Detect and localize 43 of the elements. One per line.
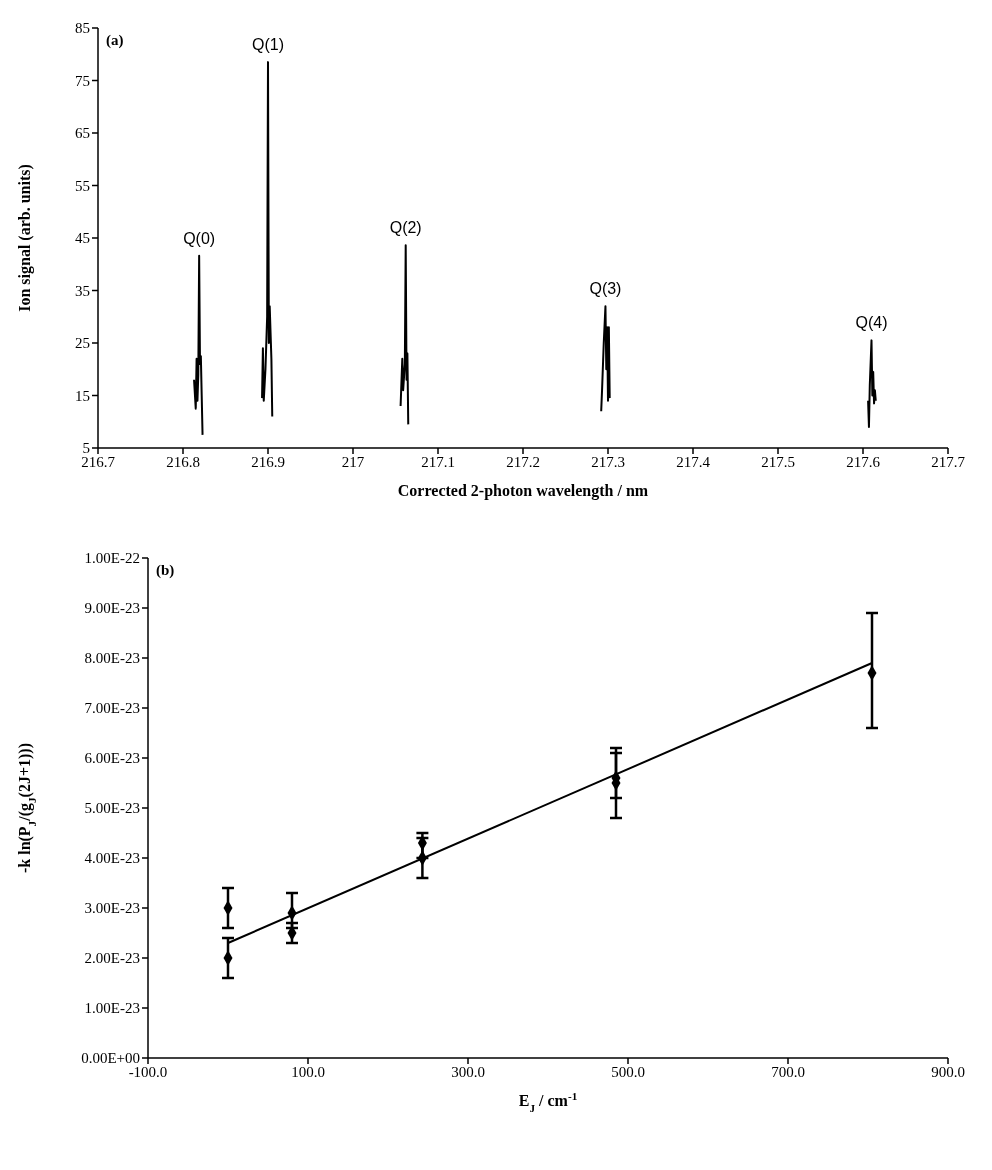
annotation: Q(4) xyxy=(855,314,888,332)
x-tick-label: 217 xyxy=(341,453,365,470)
y-tick-label: 5.00E-23 xyxy=(84,800,140,817)
y-tick-label: 75 xyxy=(75,72,90,89)
x-tick-label: 216.8 xyxy=(166,453,200,470)
x-tick-label: 217.5 xyxy=(761,453,795,470)
x-tick-label: 217.2 xyxy=(506,453,540,470)
x-tick-label: 217.1 xyxy=(421,453,455,470)
x-axis-title: Corrected 2-photon wavelength / nm xyxy=(397,482,649,500)
x-tick-label: 217.6 xyxy=(846,453,881,470)
y-tick-label: 15 xyxy=(75,387,90,404)
annotation: Q(2) xyxy=(389,219,422,237)
x-tick-label: 216.9 xyxy=(251,453,285,470)
y-axis-title: Ion signal (arb. units) xyxy=(16,164,34,312)
annotation: Q(0) xyxy=(183,229,216,247)
y-tick-label: 3.00E-23 xyxy=(84,900,140,917)
annotation: Q(1) xyxy=(252,36,284,54)
y-tick-label: 25 xyxy=(75,335,90,352)
y-tick-label: 2.00E-23 xyxy=(84,950,140,967)
y-tick-label: 1.00E-23 xyxy=(84,1000,140,1017)
y-tick-label: 1.00E-22 xyxy=(84,550,140,567)
x-tick-label: 900.0 xyxy=(931,1063,965,1080)
annotation: (a) xyxy=(106,32,124,49)
y-tick-label: 6.00E-23 xyxy=(84,750,140,767)
x-tick-label: 100.0 xyxy=(291,1063,325,1080)
y-tick-label: 8.00E-23 xyxy=(84,650,140,667)
y-tick-label: 65 xyxy=(75,125,90,142)
y-tick-label: 55 xyxy=(75,177,90,194)
x-tick-label: 217.7 xyxy=(931,453,966,470)
x-axis-title: E$_{J}$ / cm$^{-1}$ xyxy=(518,1090,578,1114)
x-tick-label: 300.0 xyxy=(451,1063,485,1080)
x-tick-label: 500.0 xyxy=(611,1063,645,1080)
annotation: (b) xyxy=(156,562,175,579)
annotation: Q(3) xyxy=(589,280,622,298)
y-tick-label: 4.00E-23 xyxy=(84,850,140,867)
y-tick-label: 9.00E-23 xyxy=(84,600,140,617)
y-tick-label: 85 xyxy=(75,20,90,37)
y-tick-label: 45 xyxy=(75,230,90,247)
x-tick-label: 700.0 xyxy=(771,1063,805,1080)
y-tick-label: 7.00E-23 xyxy=(84,700,140,717)
x-tick-label: 217.4 xyxy=(676,453,711,470)
x-tick-label: 217.3 xyxy=(591,453,625,470)
y-tick-label: 35 xyxy=(75,282,90,299)
